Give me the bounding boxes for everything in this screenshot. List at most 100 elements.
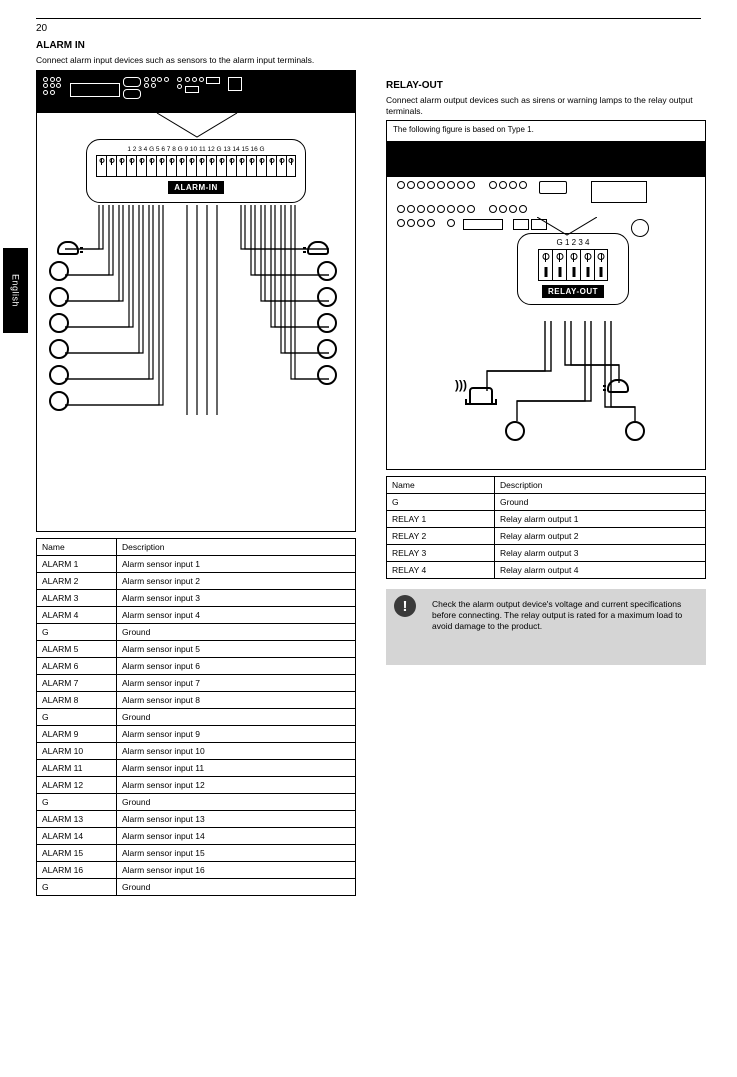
table-row: GGround xyxy=(387,494,706,511)
caution-text: Check the alarm output device's voltage … xyxy=(432,599,682,631)
table-cell: Alarm sensor input 15 xyxy=(117,844,356,861)
table-cell: Relay alarm output 3 xyxy=(495,545,706,562)
sensor-right-column xyxy=(305,241,345,391)
relay-out-table: NameDescriptionGGroundRELAY 1Relay alarm… xyxy=(386,476,706,579)
table-cell: Alarm sensor input 7 xyxy=(117,674,356,691)
table-cell: G xyxy=(37,708,117,725)
table-row: ALARM 1Alarm sensor input 1 xyxy=(37,555,356,572)
sensor-left-column xyxy=(47,241,87,417)
language-side-tab: English xyxy=(3,248,28,333)
relay-out-intro: Connect alarm output devices such as sir… xyxy=(386,95,706,116)
relay-out-pin-numbers: G 1 2 3 4 xyxy=(522,238,624,247)
header-rule xyxy=(36,18,701,19)
alarm-in-pins xyxy=(93,155,299,177)
rear-panel-strip xyxy=(37,71,355,113)
table-cell: ALARM 15 xyxy=(37,844,117,861)
table-cell: G xyxy=(37,878,117,895)
table-row: RELAY 3Relay alarm output 3 xyxy=(387,545,706,562)
exclamation-icon: ! xyxy=(394,595,416,617)
generic-sensor-icon xyxy=(49,261,69,281)
generic-sensor-icon xyxy=(49,339,69,359)
relay-out-wiring xyxy=(387,321,707,441)
table-cell: Name xyxy=(387,477,495,494)
table-cell: G xyxy=(387,494,495,511)
table-cell: ALARM 16 xyxy=(37,861,117,878)
table-cell: Alarm sensor input 13 xyxy=(117,810,356,827)
table-cell: Ground xyxy=(117,793,356,810)
two-column-layout: ALARM IN Connect alarm input devices suc… xyxy=(36,38,701,896)
table-cell: Alarm sensor input 1 xyxy=(117,555,356,572)
motion-sensor-icon xyxy=(57,241,79,255)
table-cell: Alarm sensor input 10 xyxy=(117,742,356,759)
relay-out-title: RELAY-OUT xyxy=(386,80,706,91)
motion-sensor-icon xyxy=(307,241,329,255)
siren-wave-icon: ))) xyxy=(455,381,467,389)
table-cell: Alarm sensor input 6 xyxy=(117,657,356,674)
alarm-in-diagram: 1 2 3 4 G 5 6 7 8 G 9 10 11 12 G 13 14 1… xyxy=(36,70,356,532)
generic-sensor-icon xyxy=(317,365,337,385)
table-cell: Ground xyxy=(117,623,356,640)
table-cell: Alarm sensor input 9 xyxy=(117,725,356,742)
table-cell: ALARM 7 xyxy=(37,674,117,691)
rear-panel-strip-right xyxy=(387,141,705,177)
table-cell: Alarm sensor input 14 xyxy=(117,827,356,844)
table-row: ALARM 8Alarm sensor input 8 xyxy=(37,691,356,708)
table-row: ALARM 2Alarm sensor input 2 xyxy=(37,572,356,589)
page-number: 20 xyxy=(36,23,701,34)
table-cell: Alarm sensor input 5 xyxy=(117,640,356,657)
table-row: ALARM 12Alarm sensor input 12 xyxy=(37,776,356,793)
table-cell: ALARM 12 xyxy=(37,776,117,793)
generic-sensor-icon xyxy=(317,313,337,333)
table-row: ALARM 4Alarm sensor input 4 xyxy=(37,606,356,623)
table-cell: ALARM 9 xyxy=(37,725,117,742)
table-row: ALARM 10Alarm sensor input 10 xyxy=(37,742,356,759)
table-cell: Relay alarm output 1 xyxy=(495,511,706,528)
table-cell: Alarm sensor input 2 xyxy=(117,572,356,589)
table-cell: RELAY 3 xyxy=(387,545,495,562)
table-cell: Description xyxy=(117,538,356,555)
table-row: ALARM 15Alarm sensor input 15 xyxy=(37,844,356,861)
table-cell: Relay alarm output 4 xyxy=(495,562,706,579)
generic-sensor-icon xyxy=(317,287,337,307)
table-cell: Alarm sensor input 4 xyxy=(117,606,356,623)
table-cell: Relay alarm output 2 xyxy=(495,528,706,545)
table-cell: Alarm sensor input 12 xyxy=(117,776,356,793)
table-row: ALARM 13Alarm sensor input 13 xyxy=(37,810,356,827)
table-row: ALARM 9Alarm sensor input 9 xyxy=(37,725,356,742)
alarm-in-block-label: ALARM-IN xyxy=(168,181,224,194)
alarm-in-intro: Connect alarm input devices such as sens… xyxy=(36,55,356,66)
alarm-in-pin-numbers: 1 2 3 4 G 5 6 7 8 G 9 10 11 12 G 13 14 1… xyxy=(93,146,299,153)
generic-sensor-icon xyxy=(317,261,337,281)
table-cell: Description xyxy=(495,477,706,494)
left-column: ALARM IN Connect alarm input devices suc… xyxy=(36,38,356,896)
table-cell: Alarm sensor input 16 xyxy=(117,861,356,878)
table-cell: ALARM 5 xyxy=(37,640,117,657)
table-cell: ALARM 11 xyxy=(37,759,117,776)
table-row: RELAY 2Relay alarm output 2 xyxy=(387,528,706,545)
table-row: GGround xyxy=(37,878,356,895)
generic-sensor-icon xyxy=(49,287,69,307)
table-cell: ALARM 10 xyxy=(37,742,117,759)
table-cell: Alarm sensor input 3 xyxy=(117,589,356,606)
table-cell: Alarm sensor input 11 xyxy=(117,759,356,776)
table-cell: ALARM 3 xyxy=(37,589,117,606)
table-row: RELAY 1Relay alarm output 1 xyxy=(387,511,706,528)
table-cell: Name xyxy=(37,538,117,555)
table-cell: ALARM 6 xyxy=(37,657,117,674)
diagram-note: The following figure is based on Type 1. xyxy=(393,125,699,135)
table-row: ALARM 3Alarm sensor input 3 xyxy=(37,589,356,606)
table-row: GGround xyxy=(37,708,356,725)
table-cell: ALARM 14 xyxy=(37,827,117,844)
table-row: GGround xyxy=(37,623,356,640)
generic-sensor-icon xyxy=(49,365,69,385)
table-cell: ALARM 2 xyxy=(37,572,117,589)
table-row: RELAY 4Relay alarm output 4 xyxy=(387,562,706,579)
table-row: ALARM 6Alarm sensor input 6 xyxy=(37,657,356,674)
siren-icon xyxy=(469,387,493,405)
table-row: ALARM 14Alarm sensor input 14 xyxy=(37,827,356,844)
relay-out-pins xyxy=(522,249,624,281)
caution-box: ! Check the alarm output device's voltag… xyxy=(386,589,706,665)
alarm-in-title: ALARM IN xyxy=(36,40,356,51)
table-cell: G xyxy=(37,623,117,640)
table-cell: RELAY 4 xyxy=(387,562,495,579)
